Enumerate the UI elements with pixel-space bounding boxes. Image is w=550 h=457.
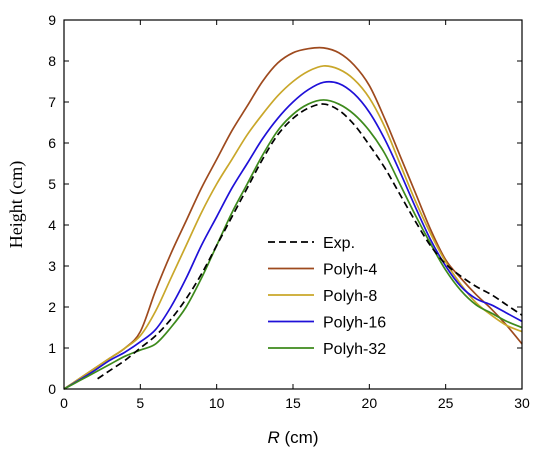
axes-layer — [63, 19, 523, 390]
series-line-polyh-32 — [63, 99, 523, 390]
y-tick-label: 9 — [48, 12, 56, 28]
x-axis-label-var: R — [268, 428, 280, 447]
legend-label-polyh-16: Polyh-16 — [323, 315, 386, 332]
series-line-polyh-8 — [63, 65, 523, 390]
y-tick-label: 8 — [48, 53, 56, 69]
y-tick-label: 4 — [48, 217, 56, 233]
y-tick-label: 6 — [48, 135, 56, 151]
legend-label-exp: Exp. — [323, 235, 355, 252]
legend-label-polyh-4: Polyh-4 — [323, 262, 377, 279]
y-tick-label: 0 — [48, 381, 56, 397]
series-line-polyh-16 — [63, 80, 523, 390]
y-tick-label: 7 — [48, 94, 56, 110]
y-tick-label: 5 — [48, 176, 56, 192]
x-tick-label: 10 — [209, 395, 225, 411]
x-tick-label: 15 — [285, 395, 301, 411]
y-tick-label: 3 — [48, 258, 56, 274]
legend: Exp. Polyh-4 Polyh-8 Polyh-16 Polyh-32 — [268, 235, 386, 358]
plot-frame — [63, 19, 523, 390]
legend-label-polyh-8: Polyh-8 — [323, 288, 377, 305]
x-axis-label: R (cm) — [268, 428, 319, 447]
series-line-exp — [97, 103, 523, 380]
y-axis-label: Height (cm) — [6, 161, 27, 248]
series-line-polyh-4 — [63, 46, 523, 390]
y-tick-label: 1 — [48, 340, 56, 356]
series-layer — [63, 46, 523, 390]
x-tick-label: 5 — [136, 395, 144, 411]
legend-label-polyh-32: Polyh-32 — [323, 341, 386, 358]
x-tick-label: 25 — [438, 395, 454, 411]
x-tick-label: 0 — [60, 395, 68, 411]
y-tick-label: 2 — [48, 299, 56, 315]
ticks-layer: 0 5 10 15 20 25 30 0 1 2 3 4 5 6 7 8 9 — [48, 12, 530, 411]
x-axis-label-unit: (cm) — [280, 428, 319, 447]
x-tick-label: 20 — [362, 395, 378, 411]
x-tick-label: 30 — [514, 395, 530, 411]
